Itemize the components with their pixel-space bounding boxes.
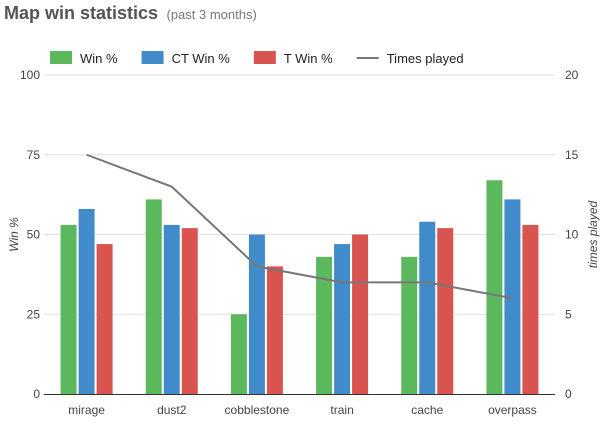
legend-swatch-t-win-[interactable] <box>253 51 276 64</box>
bar-dust2-t-win- <box>181 228 198 394</box>
x-tick-label: mirage <box>68 403 105 417</box>
legend-swatch-win-[interactable] <box>50 51 72 64</box>
bar-mirage-ct-win- <box>78 208 95 394</box>
y-tick-label: 100 <box>20 68 40 82</box>
x-tick-label: train <box>330 403 353 417</box>
bar-overpass-win- <box>486 180 503 394</box>
bar-cache-t-win- <box>437 228 454 394</box>
legend-swatch-ct-win-[interactable] <box>141 51 164 64</box>
legend-label-t-win-[interactable]: T Win % <box>284 51 333 66</box>
gridlines <box>44 74 555 315</box>
legend[interactable]: Win % CT Win % T Win % Times played <box>50 51 464 66</box>
bar-dust2-win- <box>145 199 162 394</box>
bar-cobblestone-ct-win- <box>248 234 265 394</box>
bar-mirage-win- <box>60 224 77 394</box>
y-tick-label: 25 <box>27 307 41 321</box>
y2-tick-label: 20 <box>565 68 579 82</box>
legend-label-ct-win-[interactable]: CT Win % <box>172 51 231 66</box>
legend-label-times-played[interactable]: Times played <box>387 51 464 66</box>
bar-train-win- <box>316 256 333 394</box>
bar-overpass-ct-win- <box>504 199 521 394</box>
bar-train-ct-win- <box>334 244 351 394</box>
bar-cobblestone-t-win- <box>266 266 283 394</box>
y-tick-label: 75 <box>27 148 41 162</box>
bars <box>60 180 539 394</box>
y2-tick-label: 15 <box>565 148 579 162</box>
chart-subtitle: (past 3 months) <box>166 7 257 22</box>
bar-mirage-t-win- <box>96 244 113 394</box>
x-tick-label: cobblestone <box>225 403 290 417</box>
axes: 0 25 50 75 100 0 5 10 15 20 Win % times played mirag… <box>7 68 600 417</box>
bar-cobblestone-win- <box>230 314 247 394</box>
bar-dust2-ct-win- <box>163 224 180 394</box>
y2-axis-title: times played <box>586 200 600 268</box>
bar-cache-ct-win- <box>419 221 436 394</box>
y-tick-label: 50 <box>27 228 41 242</box>
x-tick-label: overpass <box>488 403 537 417</box>
y2-tick-label: 10 <box>565 228 579 242</box>
y2-tick-label: 0 <box>565 387 572 401</box>
x-tick-label: dust2 <box>157 403 187 417</box>
chart-title: Map win statistics <box>4 3 159 23</box>
bar-train-t-win- <box>352 234 369 394</box>
bar-cache-win- <box>401 256 418 394</box>
chart-header: Map win statistics (past 3 months) <box>4 3 257 24</box>
legend-label-win-[interactable]: Win % <box>80 51 118 66</box>
x-tick-label: cache <box>411 403 443 417</box>
bar-overpass-t-win- <box>522 224 539 394</box>
y2-tick-label: 5 <box>565 307 572 321</box>
y-tick-label: 0 <box>33 387 40 401</box>
times-played-line <box>86 153 513 300</box>
y-axis-title: Win % <box>7 217 21 252</box>
times-played-line-group <box>86 153 513 300</box>
